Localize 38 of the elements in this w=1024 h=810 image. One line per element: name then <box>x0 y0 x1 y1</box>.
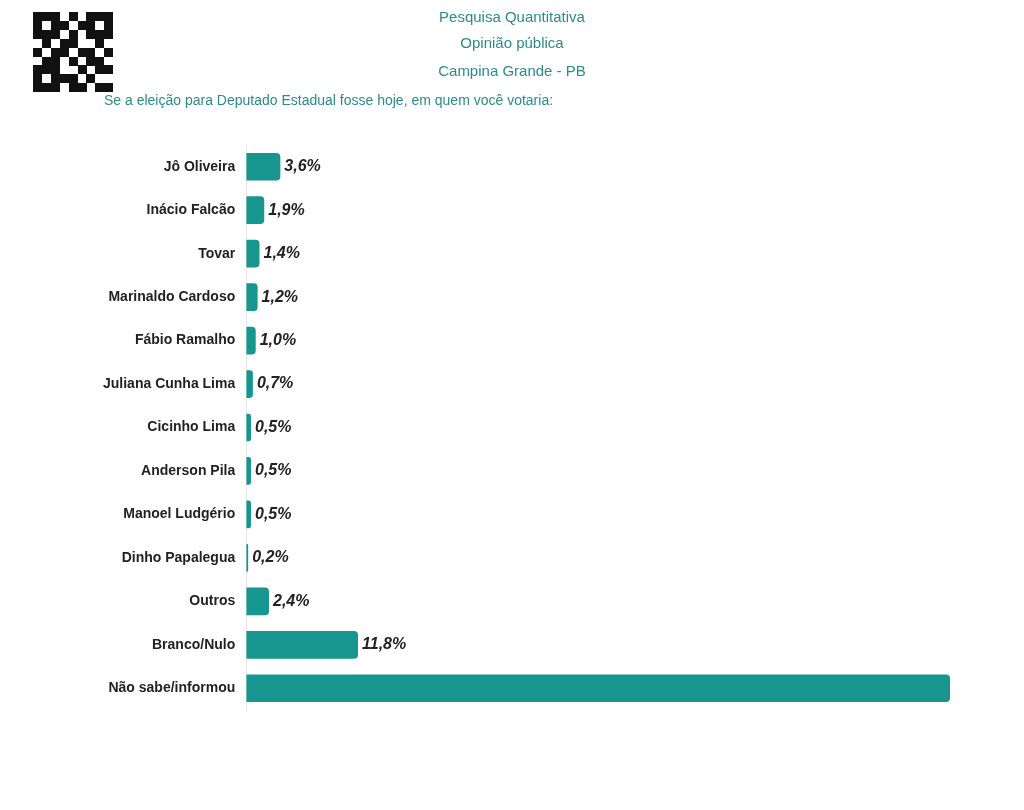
chart-title: Pesquisa Quantitativa <box>438 8 586 25</box>
text: Campina Grande - PB <box>437 62 587 79</box>
bar <box>246 326 256 355</box>
bar <box>246 283 258 311</box>
data-label: 0,2% <box>252 548 289 566</box>
data-label: 0,5% <box>254 504 292 522</box>
y-tick-label: Branco/Nulo <box>152 635 236 652</box>
y-tick-label: Juliana Cunha Lima <box>103 374 236 391</box>
y-tick-label: Outros <box>189 592 236 609</box>
y-tick-label: Dinho Papalegua <box>121 548 236 565</box>
y-tick-label: Cicinho Lima <box>147 418 236 435</box>
data-label: 11,8% <box>362 635 407 653</box>
data-label: 1,2% <box>261 287 299 305</box>
y-tick-label: Manoel Ludgério <box>123 505 236 522</box>
bar <box>246 674 951 703</box>
data-label: 1,4% <box>263 244 300 262</box>
data-label: 1,9% <box>268 200 305 218</box>
data-label: 0,7% <box>256 374 294 392</box>
bar <box>246 587 269 616</box>
bar <box>246 152 281 181</box>
y-tick-label: Marinaldo Cardoso <box>108 287 236 304</box>
y-tick-label: Anderson Pila <box>141 461 236 478</box>
bar <box>246 196 265 225</box>
y-tick-label: Inácio Falcão <box>146 201 236 218</box>
data-label: 3,6% <box>284 157 321 175</box>
y-tick-label: Não sabe/informou <box>108 679 236 696</box>
bar <box>246 239 260 268</box>
data-label: 1,0% <box>259 330 297 348</box>
chart-subtitle: Opinião pública <box>459 34 565 51</box>
y-tick-label: Tovar <box>198 244 236 261</box>
data-label: 0,5% <box>254 461 292 479</box>
data-label: 0,5% <box>254 417 292 435</box>
bar <box>246 370 253 398</box>
bar <box>246 630 359 659</box>
data-label: 2,4% <box>271 591 310 609</box>
text: Se a eleição para Deputado Estadual fosse hoje, em quem você votaria: <box>104 92 554 108</box>
y-tick-label: Jô Oliveira <box>163 157 236 174</box>
y-tick-label: Fábio Ramalho <box>134 331 236 348</box>
